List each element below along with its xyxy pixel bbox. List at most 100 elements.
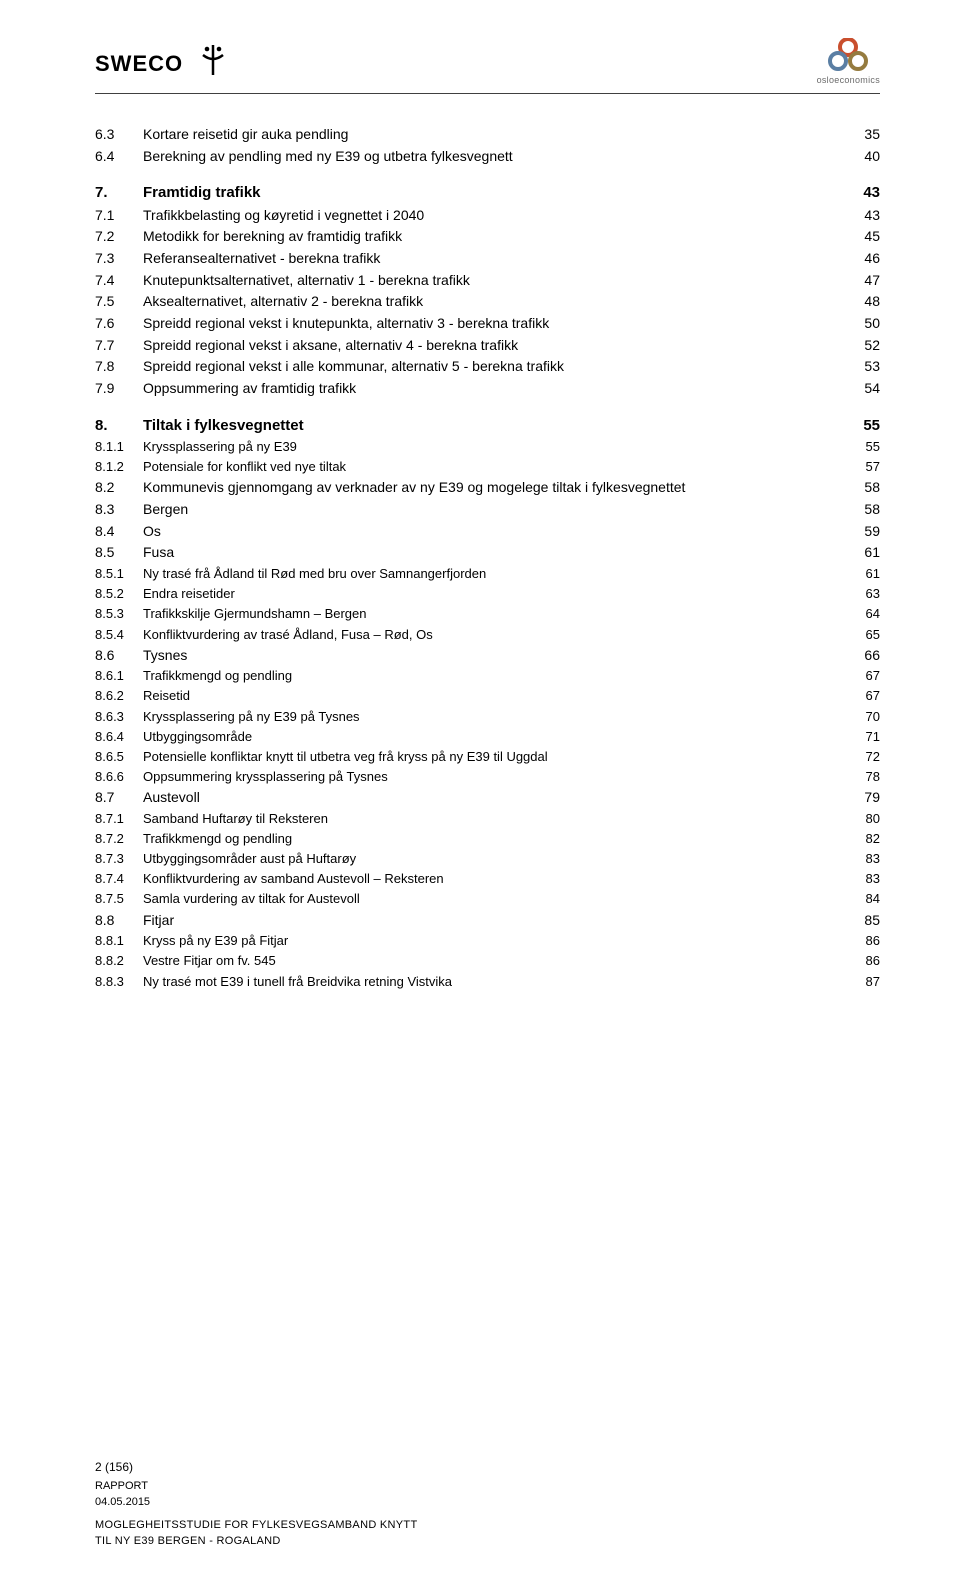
toc-num: 7.6: [95, 313, 143, 335]
toc-label: Knutepunktsalternativet, alternativ 1 - …: [143, 270, 852, 292]
toc-row: 8.8.1Kryss på ny E39 på Fitjar86: [95, 931, 880, 951]
toc-num: 8.3: [95, 499, 143, 521]
toc-num: 8.5.4: [95, 625, 143, 645]
logo-right-text: osloeconomics: [817, 75, 880, 85]
toc-page: 66: [852, 645, 880, 667]
toc-label: Berekning av pendling med ny E39 og utbe…: [143, 146, 852, 168]
toc-row: 7.1Trafikkbelasting og køyretid i vegnet…: [95, 205, 880, 227]
toc-page: 50: [852, 313, 880, 335]
toc-page: 64: [852, 604, 880, 624]
toc-page: 43: [852, 181, 880, 204]
toc-num: 8.2: [95, 477, 143, 499]
toc-page: 67: [852, 686, 880, 706]
toc-page: 83: [852, 869, 880, 889]
toc-num: 8.7.1: [95, 809, 143, 829]
toc-num: 8.8.2: [95, 951, 143, 971]
toc-page: 40: [852, 146, 880, 168]
toc-num: 8.1.2: [95, 457, 143, 477]
toc-page: 82: [852, 829, 880, 849]
toc-num: 8.5.2: [95, 584, 143, 604]
toc-label: Spreidd regional vekst i alle kommunar, …: [143, 356, 852, 378]
toc-row: 8.6.6Oppsummering kryssplassering på Tys…: [95, 767, 880, 787]
toc-label: Austevoll: [143, 787, 852, 809]
toc-row: 8.2Kommunevis gjennomgang av verknader a…: [95, 477, 880, 499]
toc-label: Kommunevis gjennomgang av verknader av n…: [143, 477, 852, 499]
toc-label: Framtidig trafikk: [143, 181, 852, 204]
toc-page: 72: [852, 747, 880, 767]
toc-page: 87: [852, 972, 880, 992]
toc-label: Utbyggingsområde: [143, 727, 852, 747]
toc-num: 6.3: [95, 124, 143, 146]
toc-num: 7.: [95, 181, 143, 204]
toc-label: Oppsummering kryssplassering på Tysnes: [143, 767, 852, 787]
toc-num: 8.8: [95, 910, 143, 932]
toc-label: Aksealternativet, alternativ 2 - berekna…: [143, 291, 852, 313]
toc-num: 8.7.4: [95, 869, 143, 889]
toc-page: 59: [852, 521, 880, 543]
page-footer: 2 (156) RAPPORT 04.05.2015 MOGLEGHEITSST…: [95, 1459, 417, 1549]
toc-page: 67: [852, 666, 880, 686]
toc-row: 8.1.1Kryssplassering på ny E3955: [95, 437, 880, 457]
toc-row: 7.2Metodikk for berekning av framtidig t…: [95, 226, 880, 248]
toc-row: 8.8.2Vestre Fitjar om fv. 54586: [95, 951, 880, 971]
toc-num: 8.5: [95, 542, 143, 564]
toc-row: 8.6.2Reisetid67: [95, 686, 880, 706]
toc-row: 8.3Bergen58: [95, 499, 880, 521]
toc-label: Ny trasé mot E39 i tunell frå Breidvika …: [143, 972, 852, 992]
toc-row: 8.6.4Utbyggingsområde71: [95, 727, 880, 747]
toc-page: 85: [852, 910, 880, 932]
toc-page: 45: [852, 226, 880, 248]
toc-label: Samla vurdering av tiltak for Austevoll: [143, 889, 852, 909]
toc-label: Fusa: [143, 542, 852, 564]
toc-page: 86: [852, 951, 880, 971]
toc-row: 7.4Knutepunktsalternativet, alternativ 1…: [95, 270, 880, 292]
toc-page: 48: [852, 291, 880, 313]
toc-num: 8.5.3: [95, 604, 143, 624]
toc-row: 8.6.5Potensielle konfliktar knytt til ut…: [95, 747, 880, 767]
toc-row: 6.4Berekning av pendling med ny E39 og u…: [95, 146, 880, 168]
toc-label: Samband Huftarøy til Reksteren: [143, 809, 852, 829]
logo-osloeconomics: osloeconomics: [817, 38, 880, 85]
toc-row: 8.6.3Kryssplassering på ny E39 på Tysnes…: [95, 707, 880, 727]
toc-num: 8.6.4: [95, 727, 143, 747]
footer-page-number: 2 (156): [95, 1459, 417, 1476]
toc-label: Os: [143, 521, 852, 543]
toc-label: Oppsummering av framtidig trafikk: [143, 378, 852, 400]
toc-row: 8.7.1Samband Huftarøy til Reksteren80: [95, 809, 880, 829]
toc-page: 43: [852, 205, 880, 227]
toc-label: Spreidd regional vekst i knutepunkta, al…: [143, 313, 852, 335]
toc-page: 80: [852, 809, 880, 829]
toc-row: 8.6.1Trafikkmengd og pendling67: [95, 666, 880, 686]
toc-row: 8.4Os59: [95, 521, 880, 543]
footer-title-1: MOGLEGHEITSSTUDIE FOR FYLKESVEGSAMBAND K…: [95, 1518, 417, 1533]
toc-label: Konfliktvurdering av samband Austevoll –…: [143, 869, 852, 889]
toc-label: Vestre Fitjar om fv. 545: [143, 951, 852, 971]
toc-label: Trafikkskilje Gjermundshamn – Bergen: [143, 604, 852, 624]
toc-label: Kortare reisetid gir auka pendling: [143, 124, 852, 146]
toc-row: 6.3Kortare reisetid gir auka pendling35: [95, 124, 880, 146]
toc-label: Spreidd regional vekst i aksane, alterna…: [143, 335, 852, 357]
toc-label: Trafikkbelasting og køyretid i vegnettet…: [143, 205, 852, 227]
toc-num: 7.4: [95, 270, 143, 292]
logo-sweco: SWECO: [95, 45, 235, 79]
toc-row: 7.8Spreidd regional vekst i alle kommuna…: [95, 356, 880, 378]
osloeconomics-logo-icon: [823, 38, 873, 74]
toc-label: Ny trasé frå Ådland til Rød med bru over…: [143, 564, 852, 584]
toc-num: 8.6.2: [95, 686, 143, 706]
toc-row: 8.5.3Trafikkskilje Gjermundshamn – Berge…: [95, 604, 880, 624]
toc-num: 8.8.1: [95, 931, 143, 951]
svg-text:SWECO: SWECO: [95, 51, 183, 76]
toc-num: 8.6.6: [95, 767, 143, 787]
toc-row: 7.5Aksealternativet, alternativ 2 - bere…: [95, 291, 880, 313]
toc-label: Kryss på ny E39 på Fitjar: [143, 931, 852, 951]
toc-label: Trafikkmengd og pendling: [143, 666, 852, 686]
toc-row: 7.7Spreidd regional vekst i aksane, alte…: [95, 335, 880, 357]
toc-num: 8.6.1: [95, 666, 143, 686]
toc-page: 53: [852, 356, 880, 378]
toc-page: 65: [852, 625, 880, 645]
toc-num: 8.8.3: [95, 972, 143, 992]
toc-num: 8.7.2: [95, 829, 143, 849]
toc-num: 8.: [95, 414, 143, 437]
toc-page: 54: [852, 378, 880, 400]
toc-row: 7.9Oppsummering av framtidig trafikk54: [95, 378, 880, 400]
